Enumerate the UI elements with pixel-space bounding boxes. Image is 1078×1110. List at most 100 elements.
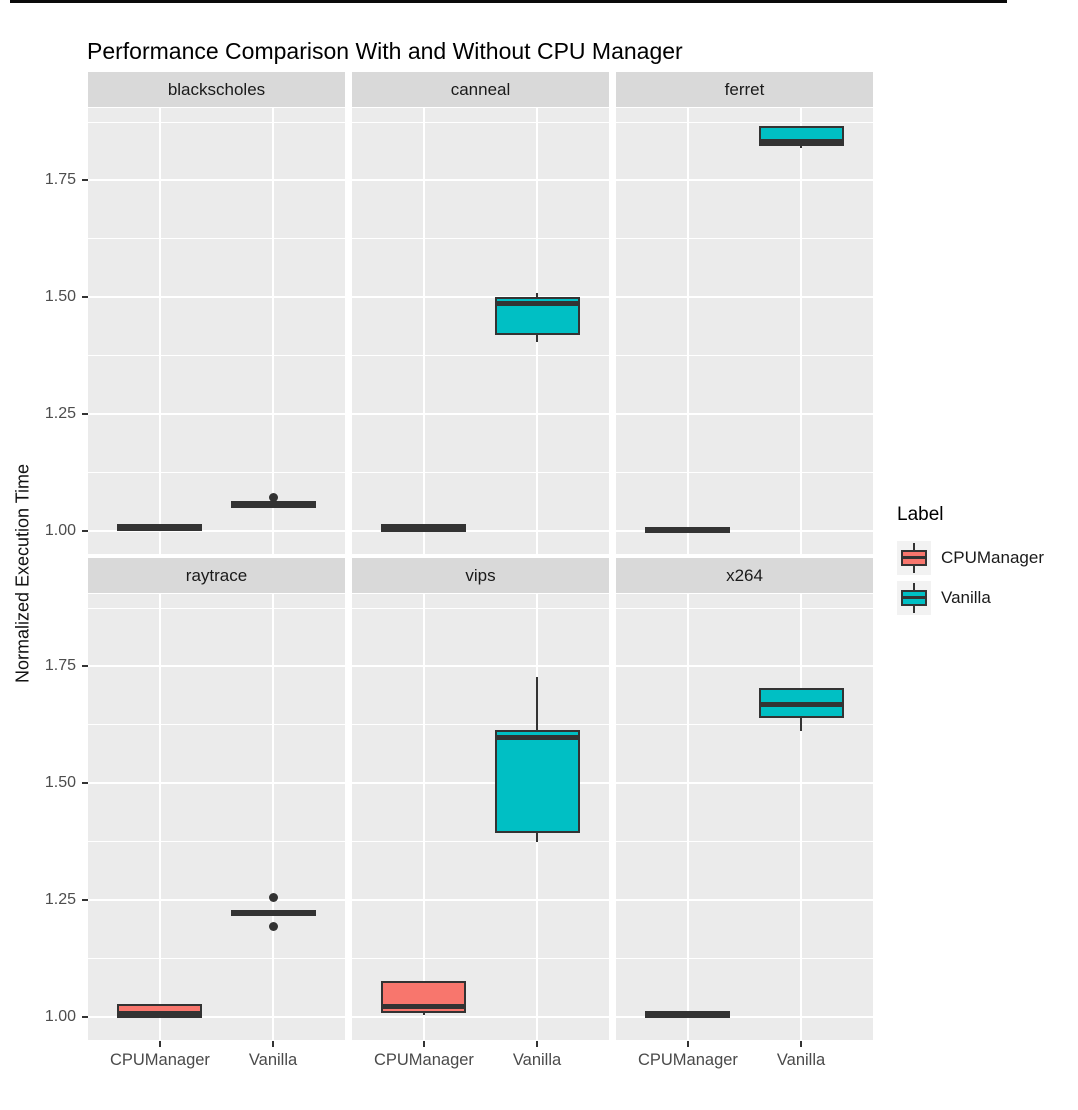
gridline-vertical (686, 108, 689, 554)
whisker-upper (536, 293, 539, 299)
y-tick-label: 1.50 (44, 288, 76, 306)
whisker-lower (422, 1010, 425, 1016)
boxplot-key-icon-vanilla (897, 581, 931, 615)
gridline-major (616, 412, 873, 415)
y-axis-tick (82, 782, 88, 785)
gridline-minor (352, 957, 609, 959)
facet-strip-ferret: ferret (616, 72, 873, 107)
gridline-major (616, 782, 873, 785)
whisker-upper (536, 677, 539, 733)
median-line (494, 735, 580, 741)
gridline-major (88, 665, 345, 668)
facet-panel-ferret (616, 108, 873, 554)
gridline-minor (352, 471, 609, 473)
x-axis-tick (686, 1041, 689, 1047)
gridline-major (352, 782, 609, 785)
x-axis-tick (422, 1041, 425, 1047)
gridline-major (352, 529, 609, 532)
facet-strip-x264: x264 (616, 558, 873, 593)
median-line (117, 525, 203, 531)
median-line (758, 701, 844, 707)
gridline-major (88, 898, 345, 901)
gridline-vertical (800, 108, 803, 554)
legend-item-vanilla: Vanilla (897, 581, 1044, 615)
facet-panel-blackscholes (88, 108, 345, 554)
gridline-major (352, 412, 609, 415)
y-axis-tick (82, 665, 88, 668)
gridline-minor (616, 471, 873, 473)
gridline-major (616, 898, 873, 901)
gridline-major (88, 412, 345, 415)
gridline-minor (88, 238, 345, 240)
outlier-point (268, 492, 278, 502)
gridline-major (352, 179, 609, 182)
y-tick-label: 1.75 (44, 171, 76, 189)
y-tick-label: 1.00 (44, 521, 76, 539)
gridline-vertical (272, 594, 275, 1040)
chart-title: Performance Comparison With and Without … (87, 38, 683, 64)
gridline-minor (616, 607, 873, 609)
gridline-minor (88, 471, 345, 473)
gridline-vertical (686, 594, 689, 1040)
gridline-vertical (158, 108, 161, 554)
gridline-major (88, 1015, 345, 1018)
gridline-vertical (422, 594, 425, 1040)
gridline-major (88, 296, 345, 299)
gridline-vertical (422, 108, 425, 554)
gridline-minor (88, 355, 345, 357)
outlier-point (268, 921, 278, 931)
gridline-minor (88, 724, 345, 726)
median-line (117, 1011, 203, 1017)
y-axis-tick (82, 179, 88, 182)
gridline-minor (352, 355, 609, 357)
y-axis-tick (82, 296, 88, 299)
legend-item-cpumanager: CPUManager (897, 541, 1044, 575)
y-tick-label: 1.25 (44, 890, 76, 908)
gridline-major (616, 296, 873, 299)
gridline-minor (616, 957, 873, 959)
gridline-minor (616, 355, 873, 357)
x-axis-tick (158, 1041, 161, 1047)
y-tick-label: 1.75 (44, 657, 76, 675)
gridline-major (88, 179, 345, 182)
gridline-minor (616, 841, 873, 843)
gridline-major (352, 898, 609, 901)
gridline-vertical (800, 594, 803, 1040)
facet-panel-x264 (616, 594, 873, 1040)
median-line (645, 527, 731, 533)
legend-label: Vanilla (941, 588, 991, 607)
whisker-lower (536, 830, 539, 842)
facet-strip-canneal: canneal (352, 72, 609, 107)
x-axis-tick (536, 1041, 539, 1047)
gridline-major (88, 529, 345, 532)
x-axis-tick (800, 1041, 803, 1047)
boxplot-key-icon-cpumanager (897, 541, 931, 575)
x-tick-label: CPUManager (373, 1051, 474, 1069)
median-line (494, 301, 580, 307)
gridline-vertical (272, 108, 275, 554)
gridline-minor (88, 957, 345, 959)
facet-panel-raytrace (88, 594, 345, 1040)
gridline-major (616, 529, 873, 532)
y-axis-tick (82, 1015, 88, 1018)
outlier-point (268, 892, 278, 902)
gridline-minor (352, 121, 609, 123)
gridline-major (616, 1015, 873, 1018)
gridline-major (352, 296, 609, 299)
y-tick-label: 1.50 (44, 774, 76, 792)
whisker-lower (536, 332, 539, 343)
median-line (758, 139, 844, 145)
window-top-border (10, 0, 1007, 3)
gridline-minor (616, 121, 873, 123)
gridline-minor (352, 841, 609, 843)
gridline-major (352, 1015, 609, 1018)
gridline-minor (352, 607, 609, 609)
x-tick-label: CPUManager (109, 1051, 210, 1069)
legend-title: Label (897, 504, 944, 525)
median-line (645, 1011, 731, 1017)
whisker-lower (800, 715, 803, 731)
gridline-major (616, 179, 873, 182)
gridline-minor (616, 724, 873, 726)
